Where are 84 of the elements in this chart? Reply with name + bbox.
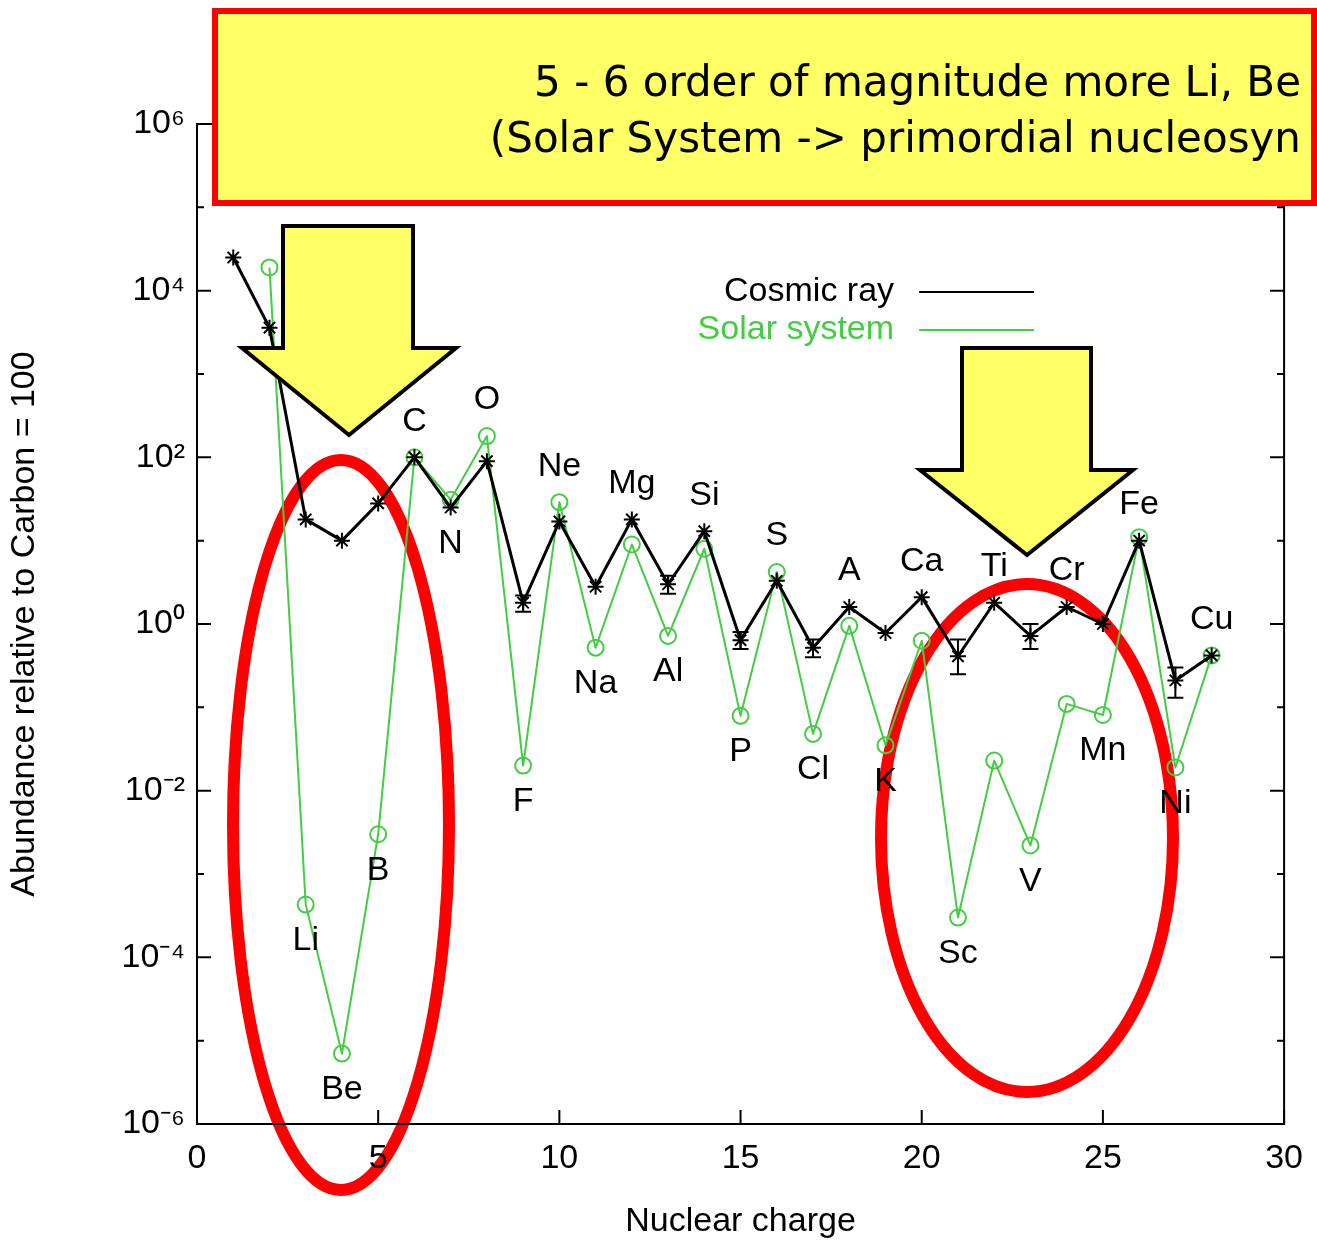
annotation: Be — [321, 1067, 363, 1106]
y-tick-label: 10⁰ — [135, 602, 185, 641]
point — [840, 597, 859, 616]
point — [332, 1044, 351, 1063]
point — [1057, 694, 1076, 713]
point — [369, 494, 388, 513]
point — [695, 539, 714, 558]
x-tick-label: 30 — [1265, 1136, 1303, 1175]
point — [586, 638, 605, 657]
x-tick-label: 10 — [540, 1136, 579, 1175]
x-tick-label: 20 — [902, 1136, 941, 1175]
point — [441, 490, 460, 509]
point — [985, 751, 1004, 770]
annotation: Cu — [1189, 597, 1234, 636]
annotation: Al — [652, 650, 684, 689]
point — [804, 724, 823, 743]
point — [1166, 671, 1185, 690]
y-tick-label: 10² — [135, 435, 185, 474]
annotation: Mn — [1079, 729, 1127, 768]
x-tick-label: 25 — [1083, 1136, 1122, 1175]
x-axis-title: Nuclear charge — [625, 1199, 856, 1238]
note-box: 5 - 6 order of magnitude more Li, Be (Solar System -> primordial nucleosyn — [212, 8, 1317, 206]
annotation: Fe — [1119, 483, 1159, 522]
legend-label: Cosmic ray — [724, 270, 895, 309]
point — [260, 318, 279, 337]
point — [622, 535, 641, 554]
point — [260, 258, 279, 277]
annotation: F — [512, 779, 534, 818]
point — [1093, 705, 1112, 724]
point — [840, 616, 859, 635]
y-tick-label: 10⁶ — [133, 102, 185, 141]
annotation: Mg — [608, 461, 656, 500]
point — [550, 512, 569, 531]
point — [296, 895, 315, 914]
point — [477, 452, 496, 471]
point — [296, 510, 315, 529]
point — [477, 427, 496, 446]
y-tick-label: 10⁻⁴ — [121, 935, 185, 974]
point — [659, 626, 678, 645]
annotation: Cr — [1048, 549, 1085, 588]
annotation: O — [473, 378, 501, 417]
point — [332, 531, 351, 550]
point — [550, 493, 569, 512]
point — [1166, 758, 1185, 777]
point — [1021, 836, 1040, 855]
x-tick-label: 0 — [187, 1136, 207, 1175]
y-axis-title: Abundance relative to Carbon = 100 — [2, 351, 41, 897]
point — [1093, 615, 1112, 633]
point — [224, 248, 243, 267]
point — [1057, 597, 1076, 616]
annotation: Ca — [899, 539, 944, 578]
point — [876, 736, 895, 755]
y-tick-label: 10⁻⁶ — [122, 1102, 185, 1141]
point — [876, 623, 895, 642]
point — [441, 498, 460, 517]
annotation: Cl — [796, 748, 830, 787]
point — [586, 577, 605, 596]
annotation: A — [837, 549, 861, 588]
point — [622, 510, 641, 529]
point — [695, 522, 714, 541]
annotation: N — [438, 521, 463, 560]
annotation: Ne — [537, 444, 582, 483]
point — [767, 563, 786, 582]
point — [369, 825, 388, 844]
point — [985, 593, 1004, 612]
point — [912, 588, 931, 607]
annotation: C — [402, 399, 427, 438]
annotation: P — [729, 730, 752, 769]
annotation: V — [1019, 859, 1043, 898]
annotation: Si — [689, 473, 720, 512]
point — [514, 756, 533, 775]
legend-label: Solar system — [697, 308, 895, 347]
annotation: Ti — [980, 545, 1008, 584]
point — [912, 631, 931, 650]
point — [767, 571, 786, 590]
annotation: (Solar System -> primordial nucleosyn — [488, 112, 1301, 164]
annotation: Na — [573, 662, 618, 701]
annotation: Sc — [938, 931, 978, 970]
y-tick-label: 10⁴ — [132, 269, 185, 308]
point — [731, 706, 750, 725]
point — [948, 908, 967, 927]
annotation: S — [765, 514, 789, 553]
x-tick-label: 15 — [721, 1136, 760, 1175]
y-tick-label: 10⁻² — [124, 769, 185, 808]
